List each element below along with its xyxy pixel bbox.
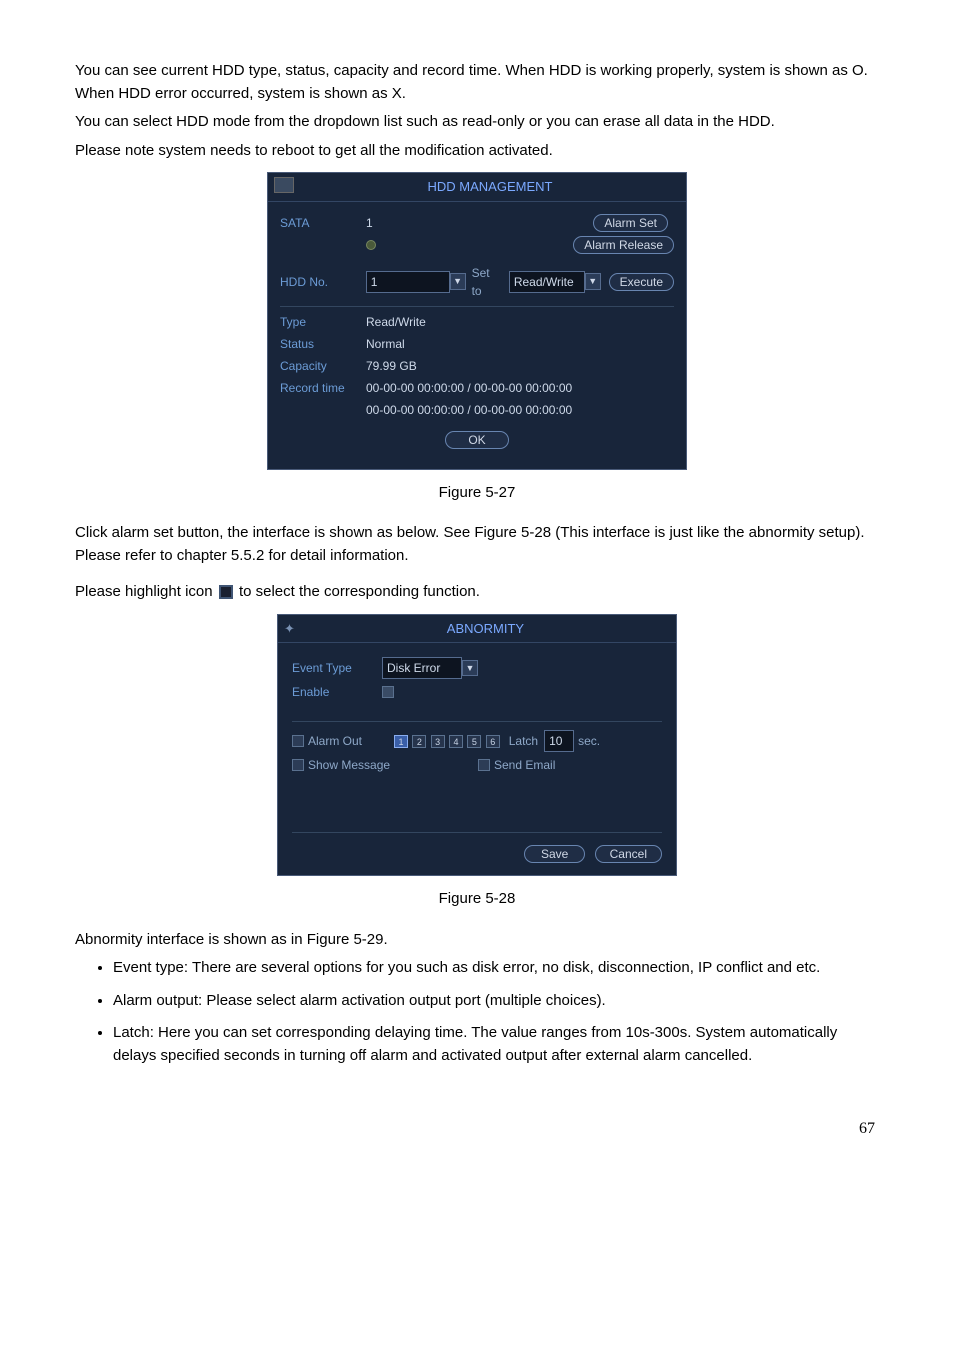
abnormity-titlebar: ✦ ABNORMITY <box>278 615 676 644</box>
sata-label: SATA <box>280 214 366 232</box>
mid-paragraph-2: Please highlight icon to select the corr… <box>75 581 879 604</box>
event-type-dropdown-icon[interactable]: ▼ <box>462 660 478 677</box>
alarm-set-button[interactable]: Alarm Set <box>593 214 668 232</box>
mid-p2b: to select the corresponding function. <box>239 583 480 600</box>
alarm-out-ch-6[interactable]: 6 <box>486 735 500 748</box>
ok-button[interactable]: OK <box>445 431 508 449</box>
hdd-no-select[interactable]: 1 <box>366 271 450 293</box>
latch-unit: sec. <box>578 732 600 750</box>
type-value: Read/Write <box>366 313 426 331</box>
status-value: Normal <box>366 335 405 353</box>
alarm-out-ch-2[interactable]: 2 <box>412 735 426 748</box>
record-time-value-1: 00-00-00 00:00:00 / 00-00-00 00:00:00 <box>366 379 572 397</box>
send-email-checkbox[interactable] <box>478 759 490 771</box>
latch-input[interactable]: 10 <box>544 730 574 752</box>
hdd-management-dialog: HDD MANAGEMENT SATA 1 Alarm Set Alarm Re… <box>267 172 687 470</box>
cancel-button[interactable]: Cancel <box>595 845 662 863</box>
alarm-out-channels: 1 2 3 4 5 6 <box>394 732 501 750</box>
outro-bullet-1: Event type: There are several options fo… <box>113 957 879 980</box>
hdd-title-icon <box>274 177 294 193</box>
outro-bullet-list: Event type: There are several options fo… <box>75 957 879 1067</box>
enable-label: Enable <box>292 683 382 701</box>
set-to-dropdown-icon[interactable]: ▼ <box>585 273 601 290</box>
figure-5-27-caption: Figure 5-27 <box>75 482 879 505</box>
mid-paragraph-1: Click alarm set button, the interface is… <box>75 522 879 567</box>
outro-lead: Abnormity interface is shown as in Figur… <box>75 929 879 952</box>
record-time-value-2: 00-00-00 00:00:00 / 00-00-00 00:00:00 <box>366 401 572 419</box>
hdd-no-label: HDD No. <box>280 273 366 291</box>
alarm-out-label: Alarm Out <box>308 732 394 750</box>
intro-paragraph-2: You can select HDD mode from the dropdow… <box>75 111 879 134</box>
highlight-square-icon <box>219 585 233 599</box>
capacity-label: Capacity <box>280 357 366 375</box>
alarm-out-ch-3[interactable]: 3 <box>431 735 445 748</box>
execute-button[interactable]: Execute <box>609 273 674 291</box>
alarm-out-checkbox[interactable] <box>292 735 304 747</box>
outro-bullet-3: Latch: Here you can set corresponding de… <box>113 1022 879 1067</box>
latch-label: Latch <box>509 732 538 750</box>
alarm-out-ch-1[interactable]: 1 <box>394 735 408 748</box>
event-type-label: Event Type <box>292 659 382 677</box>
alarm-out-ch-5[interactable]: 5 <box>467 735 481 748</box>
set-to-label: Set to <box>472 264 503 300</box>
set-to-select[interactable]: Read/Write <box>509 271 585 293</box>
intro-paragraph-3: Please note system needs to reboot to ge… <box>75 140 879 163</box>
show-message-label: Show Message <box>308 756 478 774</box>
sata-value: 1 <box>366 214 416 232</box>
mid-p2a: Please highlight icon <box>75 583 217 600</box>
alarm-out-ch-4[interactable]: 4 <box>449 735 463 748</box>
record-time-label: Record time <box>280 379 366 397</box>
abnormity-dialog-title: ABNORMITY <box>447 621 524 636</box>
hdd-dialog-titlebar: HDD MANAGEMENT <box>268 173 686 202</box>
save-button[interactable]: Save <box>524 845 585 863</box>
alarm-release-button[interactable]: Alarm Release <box>573 236 674 254</box>
hdd-dialog-title: HDD MANAGEMENT <box>428 179 553 194</box>
enable-checkbox[interactable] <box>382 686 394 698</box>
hdd-no-dropdown-icon[interactable]: ▼ <box>450 273 466 290</box>
show-message-checkbox[interactable] <box>292 759 304 771</box>
intro-paragraph-1: You can see current HDD type, status, ca… <box>75 60 879 105</box>
capacity-value: 79.99 GB <box>366 357 417 375</box>
status-label: Status <box>280 335 366 353</box>
outro-bullet-2: Alarm output: Please select alarm activa… <box>113 990 879 1013</box>
abnormity-dialog: ✦ ABNORMITY Event Type Disk Error ▼ Enab… <box>277 614 677 877</box>
figure-5-28-caption: Figure 5-28 <box>75 888 879 911</box>
event-type-select[interactable]: Disk Error <box>382 657 462 679</box>
sata-status-dot-icon <box>366 240 376 250</box>
type-label: Type <box>280 313 366 331</box>
page-number: 67 <box>75 1117 875 1141</box>
send-email-label: Send Email <box>494 756 555 774</box>
abnormity-title-icon: ✦ <box>284 619 295 639</box>
